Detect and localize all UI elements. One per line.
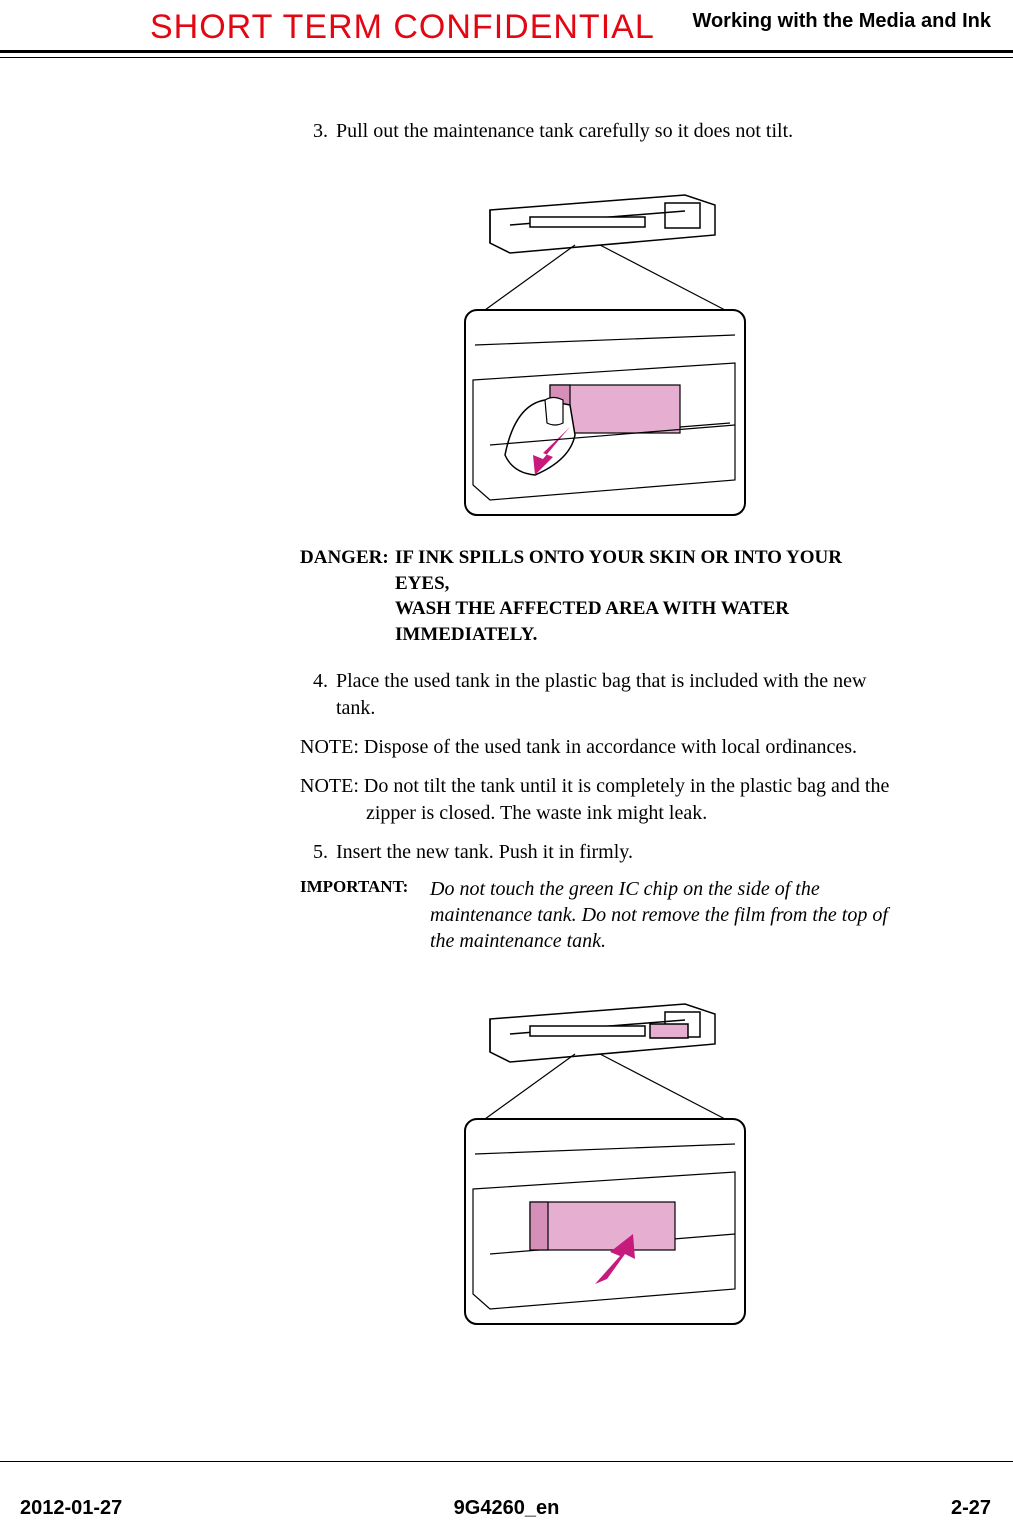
header-section-title: Working with the Media and Ink bbox=[692, 10, 991, 33]
step-5: 5. Insert the new tank. Push it in firml… bbox=[300, 839, 900, 866]
header-rule-thick bbox=[0, 50, 1013, 53]
note-line-2: zipper is closed. The waste ink might le… bbox=[300, 800, 900, 827]
step-number: 3. bbox=[300, 118, 328, 145]
step-text: Insert the new tank. Push it in firmly. bbox=[336, 839, 900, 866]
figure-insert-tank bbox=[300, 984, 900, 1334]
confidential-watermark: SHORT TERM CONFIDENTIAL bbox=[150, 8, 655, 47]
important-label: IMPORTANT: bbox=[300, 876, 430, 954]
note-tilt: NOTE: Do not tilt the tank until it is c… bbox=[300, 773, 900, 827]
step-number: 5. bbox=[300, 839, 328, 866]
step-text: Place the used tank in the plastic bag t… bbox=[336, 668, 900, 722]
header-rule-thin bbox=[0, 57, 1013, 58]
footer-rule bbox=[0, 1461, 1013, 1462]
danger-label: DANGER: bbox=[300, 545, 395, 648]
danger-line-1: IF INK SPILLS ONTO YOUR SKIN OR INTO YOU… bbox=[395, 547, 842, 594]
step-4: 4. Place the used tank in the plastic ba… bbox=[300, 668, 900, 722]
important-block: IMPORTANT: Do not touch the green IC chi… bbox=[300, 876, 900, 954]
note-line-1: NOTE: Do not tilt the tank until it is c… bbox=[300, 775, 889, 797]
danger-block: DANGER: IF INK SPILLS ONTO YOUR SKIN OR … bbox=[300, 545, 900, 648]
note-dispose: NOTE: Dispose of the used tank in accord… bbox=[300, 734, 900, 761]
step-text: Pull out the maintenance tank carefully … bbox=[336, 118, 900, 145]
figure-pull-tank bbox=[300, 175, 900, 525]
step-3: 3. Pull out the maintenance tank careful… bbox=[300, 118, 900, 145]
footer-doc-id: 9G4260_en bbox=[0, 1497, 1013, 1520]
page-content: 3. Pull out the maintenance tank careful… bbox=[300, 118, 900, 1354]
step-number: 4. bbox=[300, 668, 328, 722]
footer-page-number: 2-27 bbox=[951, 1497, 991, 1520]
danger-text: IF INK SPILLS ONTO YOUR SKIN OR INTO YOU… bbox=[395, 545, 900, 648]
danger-line-2: WASH THE AFFECTED AREA WITH WATER IMMEDI… bbox=[395, 598, 789, 645]
important-text: Do not touch the green IC chip on the si… bbox=[430, 876, 900, 954]
